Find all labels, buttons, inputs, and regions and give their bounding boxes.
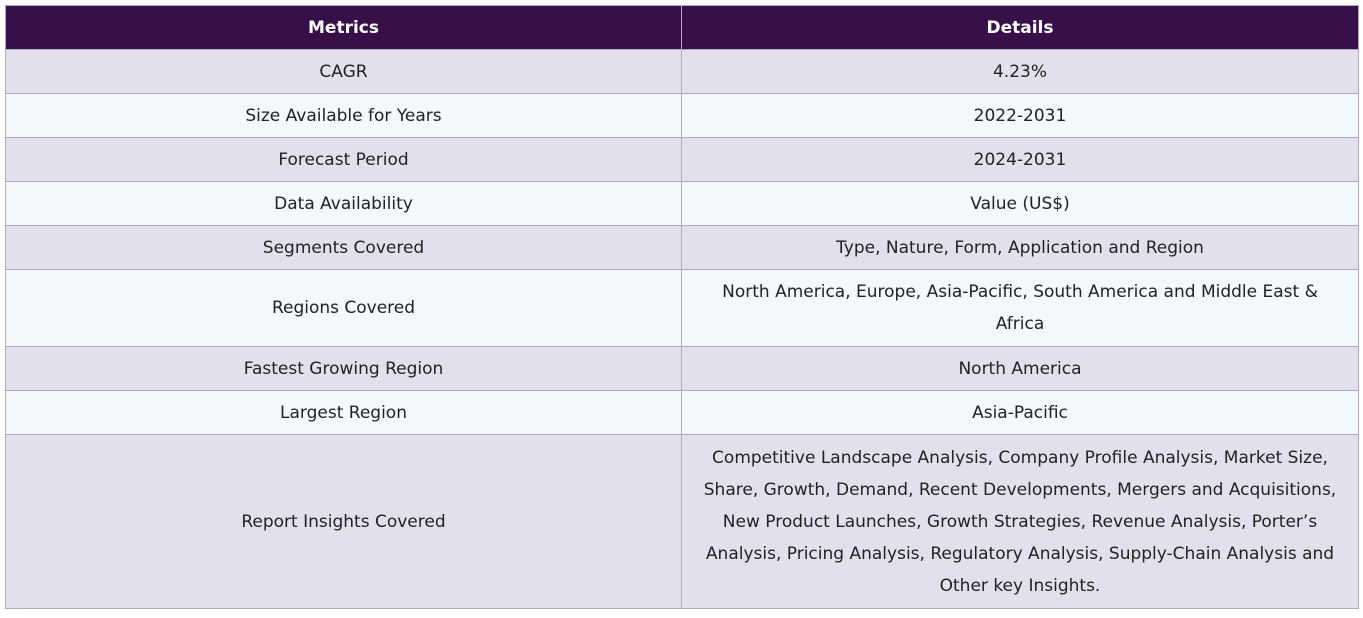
metric-cell: Forecast Period	[5, 137, 682, 182]
header-metrics: Metrics	[5, 5, 682, 50]
metric-cell: CAGR	[5, 49, 682, 94]
detail-cell: Value (US$)	[681, 181, 1359, 226]
metrics-table: Metrics Details CAGR 4.23% Size Availabl…	[5, 5, 1359, 609]
table-row: Regions Covered North America, Europe, A…	[5, 269, 1359, 347]
header-details: Details	[681, 5, 1359, 50]
detail-cell: 2024-2031	[681, 137, 1359, 182]
metric-cell: Regions Covered	[5, 269, 682, 347]
table-row: Report Insights Covered Competitive Land…	[5, 434, 1359, 609]
table-header-row: Metrics Details	[5, 5, 1359, 50]
metric-cell: Largest Region	[5, 390, 682, 435]
detail-cell: North America	[681, 346, 1359, 391]
detail-cell: 4.23%	[681, 49, 1359, 94]
table-row: Segments Covered Type, Nature, Form, App…	[5, 225, 1359, 270]
detail-cell: Type, Nature, Form, Application and Regi…	[681, 225, 1359, 270]
metric-cell: Data Availability	[5, 181, 682, 226]
table-row: Size Available for Years 2022-2031	[5, 93, 1359, 138]
metric-cell: Report Insights Covered	[5, 434, 682, 609]
table-row: Largest Region Asia-Pacific	[5, 390, 1359, 435]
table-row: Forecast Period 2024-2031	[5, 137, 1359, 182]
metric-cell: Segments Covered	[5, 225, 682, 270]
detail-cell: Competitive Landscape Analysis, Company …	[681, 434, 1359, 609]
table-row: CAGR 4.23%	[5, 49, 1359, 94]
detail-cell: Asia-Pacific	[681, 390, 1359, 435]
metric-cell: Fastest Growing Region	[5, 346, 682, 391]
detail-cell: 2022-2031	[681, 93, 1359, 138]
metric-cell: Size Available for Years	[5, 93, 682, 138]
table-row: Fastest Growing Region North America	[5, 346, 1359, 391]
table-row: Data Availability Value (US$)	[5, 181, 1359, 226]
detail-cell: North America, Europe, Asia-Pacific, Sou…	[681, 269, 1359, 347]
metrics-table-container: Metrics Details CAGR 4.23% Size Availabl…	[5, 5, 1359, 609]
